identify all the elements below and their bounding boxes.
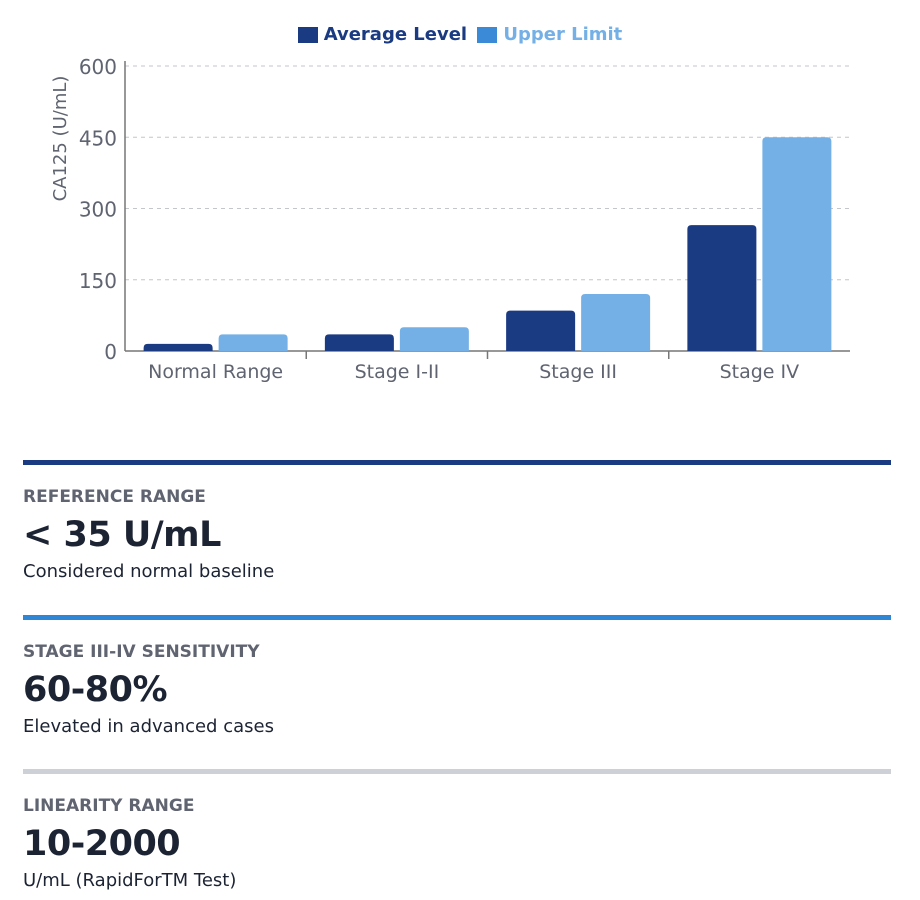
stat-value: 10-2000 — [23, 824, 181, 864]
stat-description: Elevated in advanced cases — [23, 716, 274, 737]
stat-divider — [23, 769, 891, 774]
stat-divider — [23, 460, 891, 465]
legend-swatch-average — [297, 26, 318, 43]
legend-item-upper: Upper Limit — [477, 24, 622, 45]
stat-sensitivity: STAGE III-IV SENSITIVITY 60-80% Elevated… — [23, 615, 891, 737]
y-tick-label: 0 — [104, 340, 117, 364]
bar-average — [687, 225, 757, 351]
legend-label-average: Average Level — [323, 24, 468, 45]
stat-reference-range: REFERENCE RANGE < 35 U/mL Considered nor… — [23, 460, 891, 582]
legend-label-upper: Upper Limit — [503, 24, 623, 45]
bar-upper — [581, 294, 651, 351]
bar-upper — [399, 327, 469, 351]
x-tick-label: Normal Range — [148, 361, 283, 383]
x-tick-label: Stage IV — [720, 361, 800, 383]
bar-upper — [218, 334, 288, 351]
y-tick-label: 150 — [79, 269, 117, 293]
stat-value: < 35 U/mL — [23, 515, 221, 555]
bar-upper — [762, 137, 832, 351]
y-axis-label: CA125 (U/mL) — [50, 76, 71, 202]
y-tick-label: 600 — [79, 55, 117, 79]
bar-average — [143, 343, 213, 351]
stat-description: Considered normal baseline — [23, 561, 275, 582]
bar-chart: 0 150 300 450 600 Normal Range Stage I-II Stage… — [50, 55, 850, 383]
stat-divider — [23, 615, 891, 620]
stat-linearity: LINEARITY RANGE 10-2000 U/mL (RapidForTM… — [23, 769, 891, 891]
bar-average — [324, 334, 394, 351]
x-tick-label: Stage III — [539, 361, 617, 383]
chart-legend: Average Level Upper Limit — [0, 24, 920, 48]
stat-label: REFERENCE RANGE — [23, 487, 206, 507]
stat-label: STAGE III-IV SENSITIVITY — [23, 642, 260, 662]
legend-swatch-upper — [477, 26, 498, 43]
x-tick-label: Stage I-II — [355, 361, 440, 383]
y-tick-label: 450 — [79, 126, 117, 150]
legend-item-average: Average Level — [297, 24, 468, 45]
y-tick-label: 300 — [79, 198, 117, 222]
stat-value: 60-80% — [23, 670, 168, 710]
stat-label: LINEARITY RANGE — [23, 796, 195, 816]
bar-average — [506, 310, 576, 351]
stat-description: U/mL (RapidForTM Test) — [23, 870, 237, 891]
